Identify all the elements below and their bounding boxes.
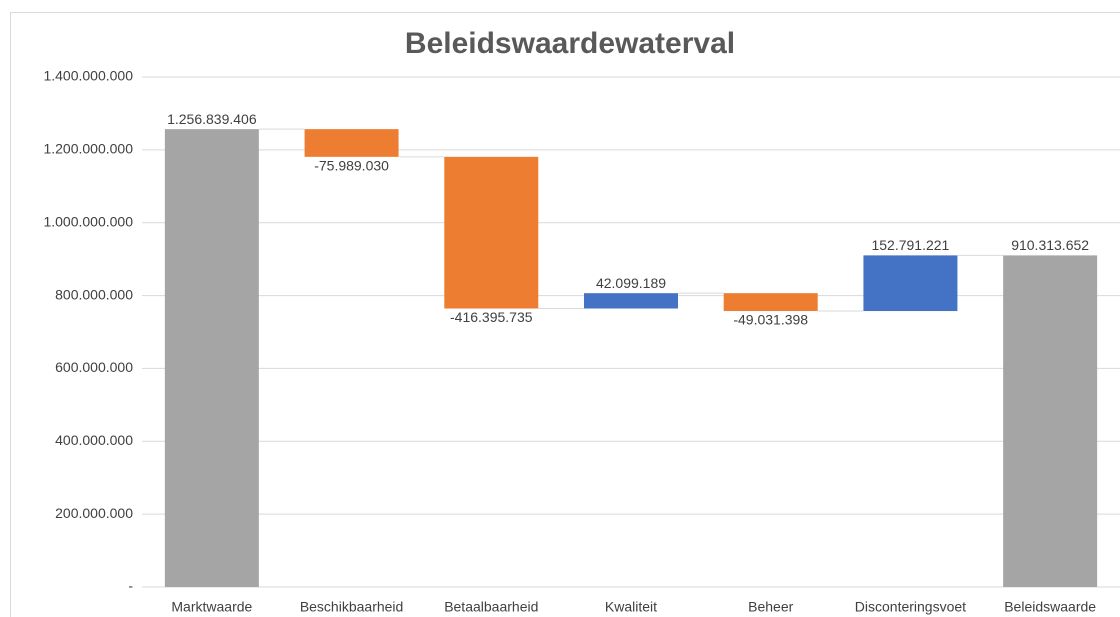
x-tick-label: Marktwaarde [171,599,252,615]
bar [1003,255,1098,587]
bar [304,129,399,157]
chart-border [10,12,1120,617]
x-tick-label: Beheer [748,599,793,615]
y-tick-label: 1.200.000.000 [43,141,133,157]
bar [444,156,539,309]
y-tick-label: 400.000.000 [55,432,133,448]
x-tick-label: Disconteringsvoet [855,599,966,615]
x-tick-label: Beleidswaarde [1004,599,1096,615]
bar [863,255,958,312]
y-tick-label: 1.400.000.000 [43,68,133,84]
value-label: 42.099.189 [596,275,666,291]
y-tick-label: 200.000.000 [55,505,133,521]
value-label: 152.791.221 [871,237,949,253]
bar [164,129,259,587]
y-tick-label: 800.000.000 [55,286,133,302]
y-tick-label: 1.000.000.000 [43,213,133,229]
value-label: -49.031.398 [733,312,808,328]
x-tick-label: Beschikbaarheid [300,599,404,615]
chart-title: Beleidswaardewaterval [405,27,735,60]
x-tick-label: Kwaliteit [605,599,657,615]
y-tick-label: 600.000.000 [55,359,133,375]
value-label: -75.989.030 [314,158,389,174]
x-tick-label: Betaalbaarheid [444,599,538,615]
value-label: 1.256.839.406 [167,111,257,127]
bar [584,293,678,309]
bar [723,293,818,312]
y-tick-label: - [128,578,133,594]
value-label: 910.313.652 [1011,237,1089,253]
value-label: -416.395.735 [450,309,533,325]
